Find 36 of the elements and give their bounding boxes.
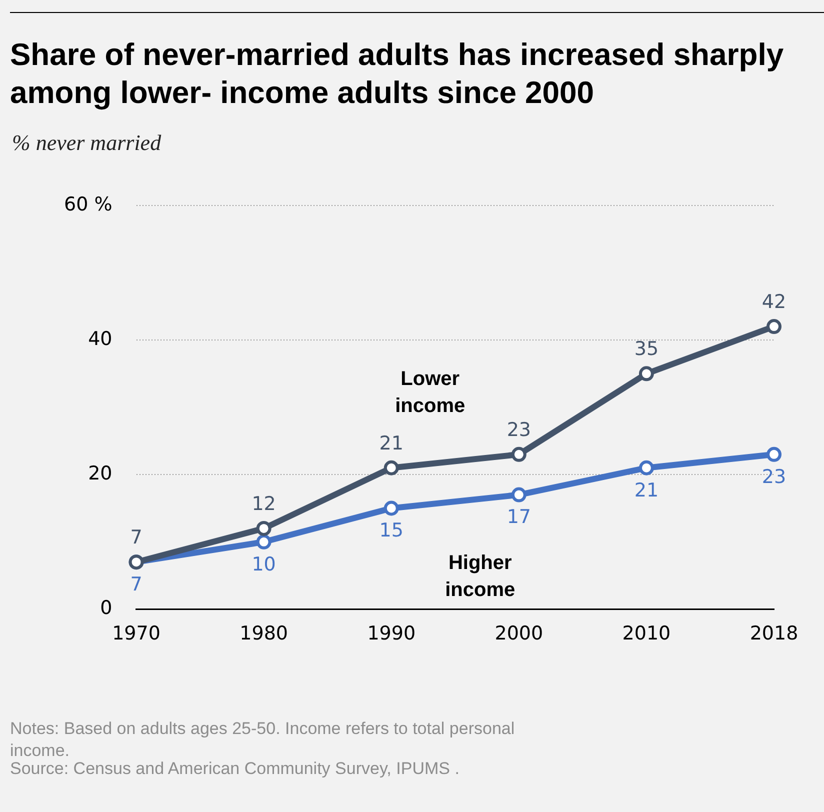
data-label: 7 — [130, 526, 142, 549]
text: Higher income — [445, 552, 516, 601]
x-tick-label: 2018 — [750, 622, 798, 645]
data-label: 17 — [506, 506, 531, 528]
data-label: 21 — [379, 432, 404, 454]
x-tick-label: 1980 — [240, 622, 288, 645]
x-tick-label: 1990 — [367, 622, 416, 645]
point — [511, 446, 526, 462]
data-label: 35 — [634, 338, 659, 360]
point — [384, 500, 399, 516]
y-tick-label: 40 — [88, 328, 112, 350]
point — [256, 534, 272, 550]
data-label: 12 — [252, 492, 276, 515]
x-tick-label: 2010 — [622, 622, 671, 645]
chart-subtitle: % never married — [12, 130, 162, 156]
data-label: 7 — [130, 574, 142, 596]
y-tick-label: 60 % — [64, 193, 112, 216]
x-tick-label: 2000 — [494, 622, 544, 645]
chart-title: Share of never-married adults has increased sharply among lower- income adults since 2000 — [10, 36, 785, 112]
x-tick-label: 1970 — [112, 622, 160, 645]
data-label: 42 — [762, 290, 786, 313]
point — [256, 520, 272, 536]
y-tick-label: 20 — [88, 462, 112, 485]
data-label: 23 — [762, 466, 786, 488]
point — [384, 460, 399, 476]
data-label: 21 — [634, 479, 659, 502]
point — [766, 446, 782, 462]
point — [511, 487, 526, 502]
point — [766, 319, 782, 334]
data-label: 23 — [506, 418, 531, 441]
point — [638, 366, 654, 382]
y-tick-label: 0 — [100, 597, 112, 620]
data-label: 10 — [252, 553, 276, 576]
data-label: 15 — [379, 520, 404, 542]
point — [638, 460, 654, 476]
text: Lower income — [395, 368, 466, 417]
